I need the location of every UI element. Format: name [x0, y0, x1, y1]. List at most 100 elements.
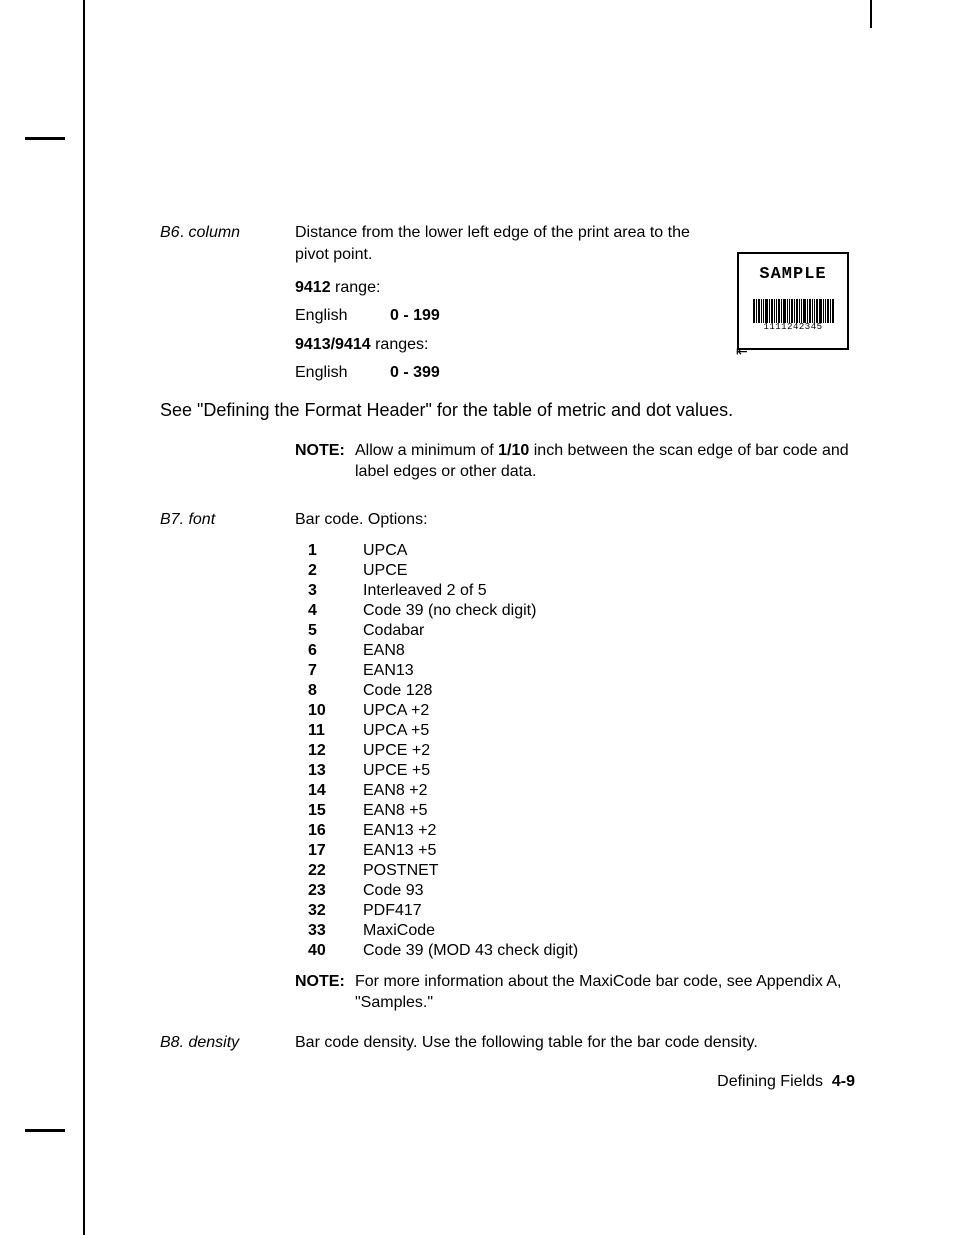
option-name: POSTNET	[363, 861, 439, 881]
option-name: UPCE +2	[363, 741, 430, 761]
option-name: MaxiCode	[363, 921, 435, 941]
crop-mark-vertical-top-right	[870, 0, 872, 28]
option-number: 17	[308, 841, 363, 861]
content-area: B6. column Distance from the lower left …	[160, 222, 855, 1057]
option-number: 11	[308, 721, 363, 741]
barcode-option: 5Codabar	[308, 621, 855, 641]
option-number: 22	[308, 861, 363, 881]
option-number: 15	[308, 801, 363, 821]
option-name: Code 39 (MOD 43 check digit)	[363, 941, 578, 961]
barcode-option: 32PDF417	[308, 901, 855, 921]
footer-section: Defining Fields	[717, 1073, 823, 1090]
option-number: 32	[308, 901, 363, 921]
sample-frame: SAMPLE 1111242345 ⇤	[737, 252, 849, 350]
b6-note: NOTE: Allow a minimum of 1/10 inch betwe…	[295, 440, 855, 483]
barcode-option: 15EAN8 +5	[308, 801, 855, 821]
option-number: 14	[308, 781, 363, 801]
option-name: Code 39 (no check digit)	[363, 601, 536, 621]
b7-note: NOTE: For more information about the Max…	[295, 971, 855, 1014]
b8-label: B8. density	[160, 1032, 295, 1054]
sample-box: SAMPLE 1111242345 ⇤	[737, 252, 855, 350]
barcode-option: 11UPCA +5	[308, 721, 855, 741]
barcode-option: 4Code 39 (no check digit)	[308, 601, 855, 621]
range2-model: 9413/9414	[295, 336, 371, 353]
barcode-option: 12UPCE +2	[308, 741, 855, 761]
page-footer: Defining Fields 4-9	[160, 1073, 855, 1091]
crop-mark-top-left	[25, 137, 65, 140]
barcode-option: 14EAN8 +2	[308, 781, 855, 801]
range1-unit: English	[295, 305, 390, 327]
note-label: NOTE:	[295, 971, 355, 1014]
range1-suffix: range:	[335, 279, 380, 296]
option-name: PDF417	[363, 901, 422, 921]
option-name: UPCA +2	[363, 701, 429, 721]
barcode-option: 3Interleaved 2 of 5	[308, 581, 855, 601]
barcode-option: 2UPCE	[308, 561, 855, 581]
barcode-option: 23Code 93	[308, 881, 855, 901]
b8-row: B8. density Bar code density. Use the fo…	[160, 1032, 855, 1054]
option-name: UPCE +5	[363, 761, 430, 781]
barcode-option: 40Code 39 (MOD 43 check digit)	[308, 941, 855, 961]
option-number: 2	[308, 561, 363, 581]
barcode-options-list: 1UPCA2UPCE3Interleaved 2 of 54Code 39 (n…	[308, 541, 855, 961]
crop-mark-vertical	[83, 0, 85, 1235]
option-number: 8	[308, 681, 363, 701]
b7-label: B7. font	[160, 509, 295, 531]
sample-title: SAMPLE	[739, 264, 847, 287]
sample-barcode: 1111242345	[747, 299, 839, 333]
option-name: Codabar	[363, 621, 424, 641]
barcode-option: 7EAN13	[308, 661, 855, 681]
option-name: EAN8 +5	[363, 801, 427, 821]
option-name: UPCA	[363, 541, 407, 561]
b6-label: B6. column	[160, 222, 295, 265]
option-number: 23	[308, 881, 363, 901]
option-number: 7	[308, 661, 363, 681]
option-number: 40	[308, 941, 363, 961]
option-name: EAN8	[363, 641, 405, 661]
barcode-option: 22POSTNET	[308, 861, 855, 881]
range2-suffix: ranges:	[375, 336, 428, 353]
barcode-option: 33MaxiCode	[308, 921, 855, 941]
option-number: 10	[308, 701, 363, 721]
option-number: 16	[308, 821, 363, 841]
barcode-option: 6EAN8	[308, 641, 855, 661]
barcode-option: 17EAN13 +5	[308, 841, 855, 861]
option-name: Interleaved 2 of 5	[363, 581, 487, 601]
option-number: 1	[308, 541, 363, 561]
option-number: 6	[308, 641, 363, 661]
range1-model: 9412	[295, 279, 331, 296]
crop-mark-bottom-left	[25, 1129, 65, 1132]
option-number: 33	[308, 921, 363, 941]
option-name: Code 93	[363, 881, 424, 901]
note-body: For more information about the MaxiCode …	[355, 971, 855, 1014]
option-name: Code 128	[363, 681, 432, 701]
option-name: EAN13 +5	[363, 841, 436, 861]
option-number: 5	[308, 621, 363, 641]
option-number: 3	[308, 581, 363, 601]
option-name: EAN13	[363, 661, 414, 681]
footer-page: 4-9	[832, 1073, 855, 1090]
note-body: Allow a minimum of 1/10 inch between the…	[355, 440, 855, 483]
note-label: NOTE:	[295, 440, 355, 483]
barcode-option: 8Code 128	[308, 681, 855, 701]
option-number: 13	[308, 761, 363, 781]
option-name: EAN13 +2	[363, 821, 436, 841]
b7-desc: Bar code. Options:	[295, 509, 855, 531]
range2-unit: English	[295, 362, 390, 384]
see-reference: See "Defining the Format Header" for the…	[160, 398, 855, 422]
b8-desc: Bar code density. Use the following tabl…	[295, 1032, 855, 1054]
barcode-option: 16EAN13 +2	[308, 821, 855, 841]
dimension-indicator: ⇤	[736, 342, 748, 361]
option-name: EAN8 +2	[363, 781, 427, 801]
option-name: UPCE	[363, 561, 407, 581]
option-number: 12	[308, 741, 363, 761]
barcode-option: 1UPCA	[308, 541, 855, 561]
range1-value: 0 - 199	[390, 305, 440, 327]
b7-row: B7. font Bar code. Options:	[160, 509, 855, 531]
range2-value: 0 - 399	[390, 362, 440, 384]
option-name: UPCA +5	[363, 721, 429, 741]
page: B6. column Distance from the lower left …	[0, 0, 954, 1235]
option-number: 4	[308, 601, 363, 621]
barcode-option: 13UPCE +5	[308, 761, 855, 781]
barcode-option: 10UPCA +2	[308, 701, 855, 721]
